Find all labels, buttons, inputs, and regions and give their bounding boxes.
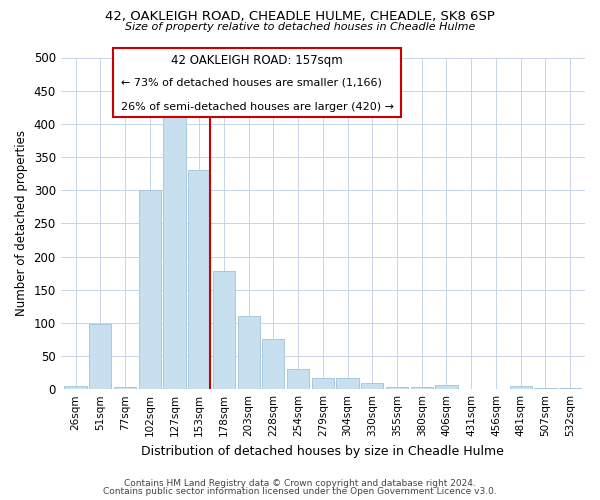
Bar: [163, 117, 185, 389]
Bar: [386, 387, 408, 389]
Y-axis label: Number of detached properties: Number of detached properties: [15, 130, 28, 316]
Bar: [262, 340, 284, 389]
Bar: [559, 388, 581, 389]
Text: Size of property relative to detached houses in Cheadle Hulme: Size of property relative to detached ho…: [125, 22, 475, 32]
Bar: [509, 386, 532, 389]
Bar: [238, 316, 260, 389]
Text: 26% of semi-detached houses are larger (420) →: 26% of semi-detached houses are larger (…: [121, 102, 394, 112]
Text: 42, OAKLEIGH ROAD, CHEADLE HULME, CHEADLE, SK8 6SP: 42, OAKLEIGH ROAD, CHEADLE HULME, CHEADL…: [105, 10, 495, 23]
Text: ← 73% of detached houses are smaller (1,166): ← 73% of detached houses are smaller (1,…: [121, 78, 382, 88]
Bar: [361, 383, 383, 389]
Bar: [337, 378, 359, 389]
Bar: [312, 378, 334, 389]
Bar: [188, 170, 210, 389]
Bar: [89, 324, 112, 389]
Bar: [410, 387, 433, 389]
FancyBboxPatch shape: [113, 48, 401, 117]
Bar: [534, 388, 557, 389]
Bar: [213, 271, 235, 389]
Bar: [287, 370, 309, 389]
Bar: [436, 385, 458, 389]
X-axis label: Distribution of detached houses by size in Cheadle Hulme: Distribution of detached houses by size …: [142, 444, 504, 458]
Text: 42 OAKLEIGH ROAD: 157sqm: 42 OAKLEIGH ROAD: 157sqm: [172, 54, 343, 67]
Text: Contains public sector information licensed under the Open Government Licence v3: Contains public sector information licen…: [103, 487, 497, 496]
Text: Contains HM Land Registry data © Crown copyright and database right 2024.: Contains HM Land Registry data © Crown c…: [124, 478, 476, 488]
Bar: [139, 190, 161, 389]
Bar: [114, 387, 136, 389]
Bar: [64, 386, 86, 389]
